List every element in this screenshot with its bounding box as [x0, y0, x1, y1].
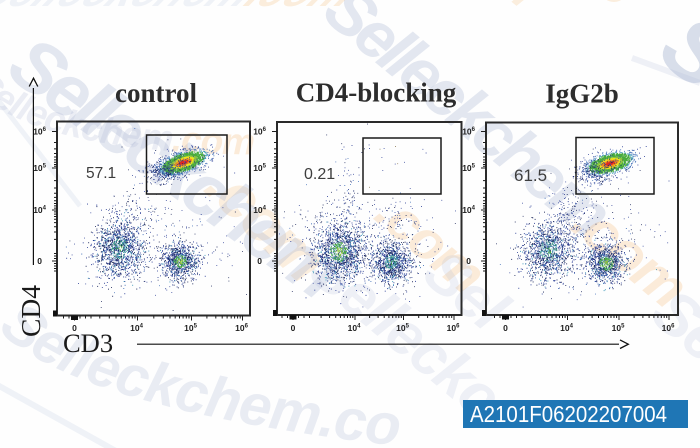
svg-text:IgG2b: IgG2b [545, 79, 619, 109]
svg-text:106: 106 [253, 127, 266, 137]
svg-text:104: 104 [462, 205, 475, 215]
svg-text:104: 104 [130, 323, 143, 333]
svg-text:61.5: 61.5 [514, 166, 547, 185]
svg-text:104: 104 [348, 323, 361, 333]
svg-text:CD4-blocking: CD4-blocking [296, 78, 457, 108]
svg-text:Selleckchem.com: Selleckchem.com [0, 0, 375, 16]
svg-text:0.21: 0.21 [304, 166, 335, 183]
svg-text:105: 105 [612, 323, 625, 333]
svg-text:control: control [115, 78, 197, 108]
svg-text:106: 106 [33, 127, 46, 137]
svg-text:0: 0 [291, 323, 296, 333]
svg-text:CD4: CD4 [15, 285, 46, 337]
svg-text:105: 105 [33, 163, 46, 173]
svg-text:104: 104 [253, 205, 266, 215]
svg-text:104: 104 [33, 205, 46, 215]
svg-text:106: 106 [462, 127, 475, 137]
svg-text:105: 105 [253, 163, 266, 173]
svg-text:106: 106 [235, 323, 248, 333]
svg-text:57.1: 57.1 [86, 165, 116, 182]
svg-text:106: 106 [447, 323, 460, 333]
svg-text:0: 0 [37, 256, 42, 266]
svg-text:106: 106 [662, 323, 675, 333]
svg-text:0: 0 [257, 256, 262, 266]
svg-text:105: 105 [184, 323, 197, 333]
svg-text:0: 0 [503, 323, 508, 333]
svg-text:0: 0 [466, 256, 471, 266]
svg-text:CD3: CD3 [63, 328, 113, 358]
svg-text:105: 105 [396, 323, 409, 333]
svg-text:104: 104 [560, 323, 573, 333]
svg-text:0: 0 [72, 323, 77, 333]
svg-text:105: 105 [462, 163, 475, 173]
svg-text:A2101F06202207004: A2101F06202207004 [470, 401, 667, 427]
